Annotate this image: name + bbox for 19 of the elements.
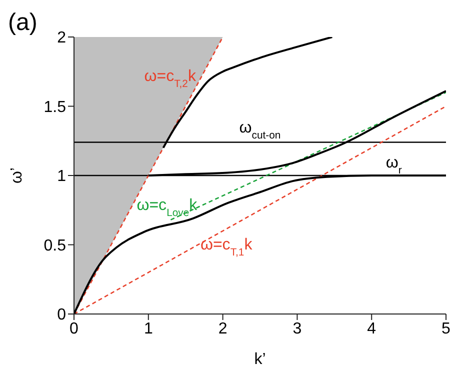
y-tick-label: 2: [57, 30, 66, 47]
x-tick-label: 0: [70, 320, 79, 338]
series-label: ω=c$_{Love}$k: [136, 196, 198, 218]
series-label: ω=c$_{T,1}$k: [200, 236, 254, 258]
y-tick-label: 0.5: [44, 237, 66, 254]
y-axis-title: ω’: [8, 167, 26, 184]
x-tick-label: 3: [292, 320, 302, 338]
y-tick-label: 1.5: [44, 98, 66, 116]
series-label: ω=c$_{T,2}$k: [144, 68, 197, 90]
x-tick-label: 1: [144, 320, 153, 338]
x-axis-title: k’: [254, 351, 266, 368]
ref-line-label: ω$_{r}$: [386, 154, 402, 176]
x-tick-label: 4: [367, 320, 376, 338]
ref-line-label: ω$_{cut-on}$: [239, 119, 281, 141]
y-tick-label: 0: [57, 306, 66, 324]
y-tick-label: 1: [57, 168, 66, 186]
x-tick-label: 5: [442, 320, 451, 338]
chart-title: (a): [8, 9, 38, 36]
x-tick-label: 2: [218, 320, 228, 338]
